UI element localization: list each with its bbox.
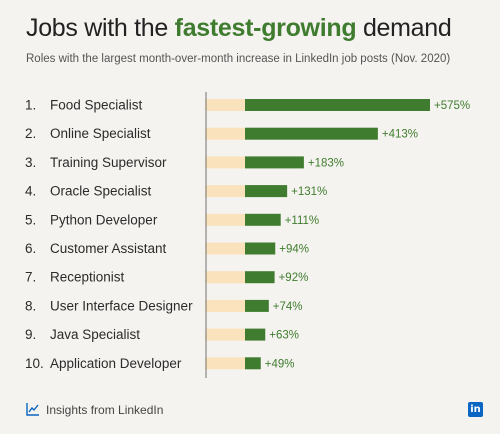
bar [245, 185, 288, 198]
bar [245, 99, 430, 111]
category-number: 2. [25, 126, 36, 141]
bar [245, 328, 266, 341]
category-label: User Interface Designer [50, 298, 193, 313]
title-highlight: fastest-growing [174, 14, 357, 42]
chart-subtitle: Roles with the largest month-over-month … [26, 53, 451, 65]
value-label: +183% [308, 157, 344, 169]
background-bar [205, 242, 245, 255]
value-label: +94% [279, 244, 309, 256]
value-label: +49% [265, 358, 295, 370]
linkedin-logo: in [468, 402, 483, 417]
value-label: +92% [279, 272, 309, 284]
category-label: Food Specialist [50, 98, 143, 113]
bar [245, 299, 269, 312]
category-label: Application Developer [50, 356, 182, 371]
category-number: 4. [25, 184, 36, 199]
category-number: 10. [25, 356, 44, 371]
bar [245, 357, 261, 370]
category-number: 6. [25, 241, 36, 256]
category-label: Online Specialist [50, 126, 151, 141]
background-bar [205, 271, 245, 284]
value-label: +413% [382, 129, 418, 141]
category-number: 5. [25, 212, 36, 227]
bar [245, 271, 275, 284]
category-label: Python Developer [50, 212, 158, 227]
value-label: +111% [285, 215, 319, 227]
value-label: +131% [291, 186, 327, 198]
category-number: 9. [25, 327, 36, 342]
bar [245, 127, 378, 140]
footer-source: Insights from LinkedIn [46, 403, 164, 417]
category-label: Receptionist [50, 270, 125, 285]
category-number: 8. [25, 298, 36, 313]
category-number: 1. [25, 98, 36, 113]
category-number: 7. [25, 270, 36, 285]
background-bar [205, 185, 245, 198]
category-label: Customer Assistant [50, 241, 167, 256]
value-label: +575% [434, 100, 470, 112]
title-pre: Jobs with the [26, 14, 175, 42]
background-bar [205, 299, 245, 312]
value-label: +63% [269, 330, 299, 342]
line-chart-icon [26, 403, 39, 416]
background-bar [205, 127, 245, 140]
bar [245, 156, 304, 169]
value-label: +74% [273, 301, 303, 313]
category-number: 3. [25, 155, 36, 170]
background-bar [205, 213, 245, 226]
title-post: demand [356, 14, 452, 42]
background-bar [205, 156, 245, 169]
background-bar [205, 99, 245, 111]
background-bar [205, 328, 245, 341]
category-label: Java Specialist [50, 327, 140, 342]
background-bar [205, 357, 245, 370]
chart-title: Jobs with the fastest-growing demand [26, 14, 452, 43]
category-label: Oracle Specialist [50, 184, 152, 199]
bar [245, 242, 276, 255]
bar [245, 213, 281, 226]
category-label: Training Supervisor [50, 155, 167, 170]
